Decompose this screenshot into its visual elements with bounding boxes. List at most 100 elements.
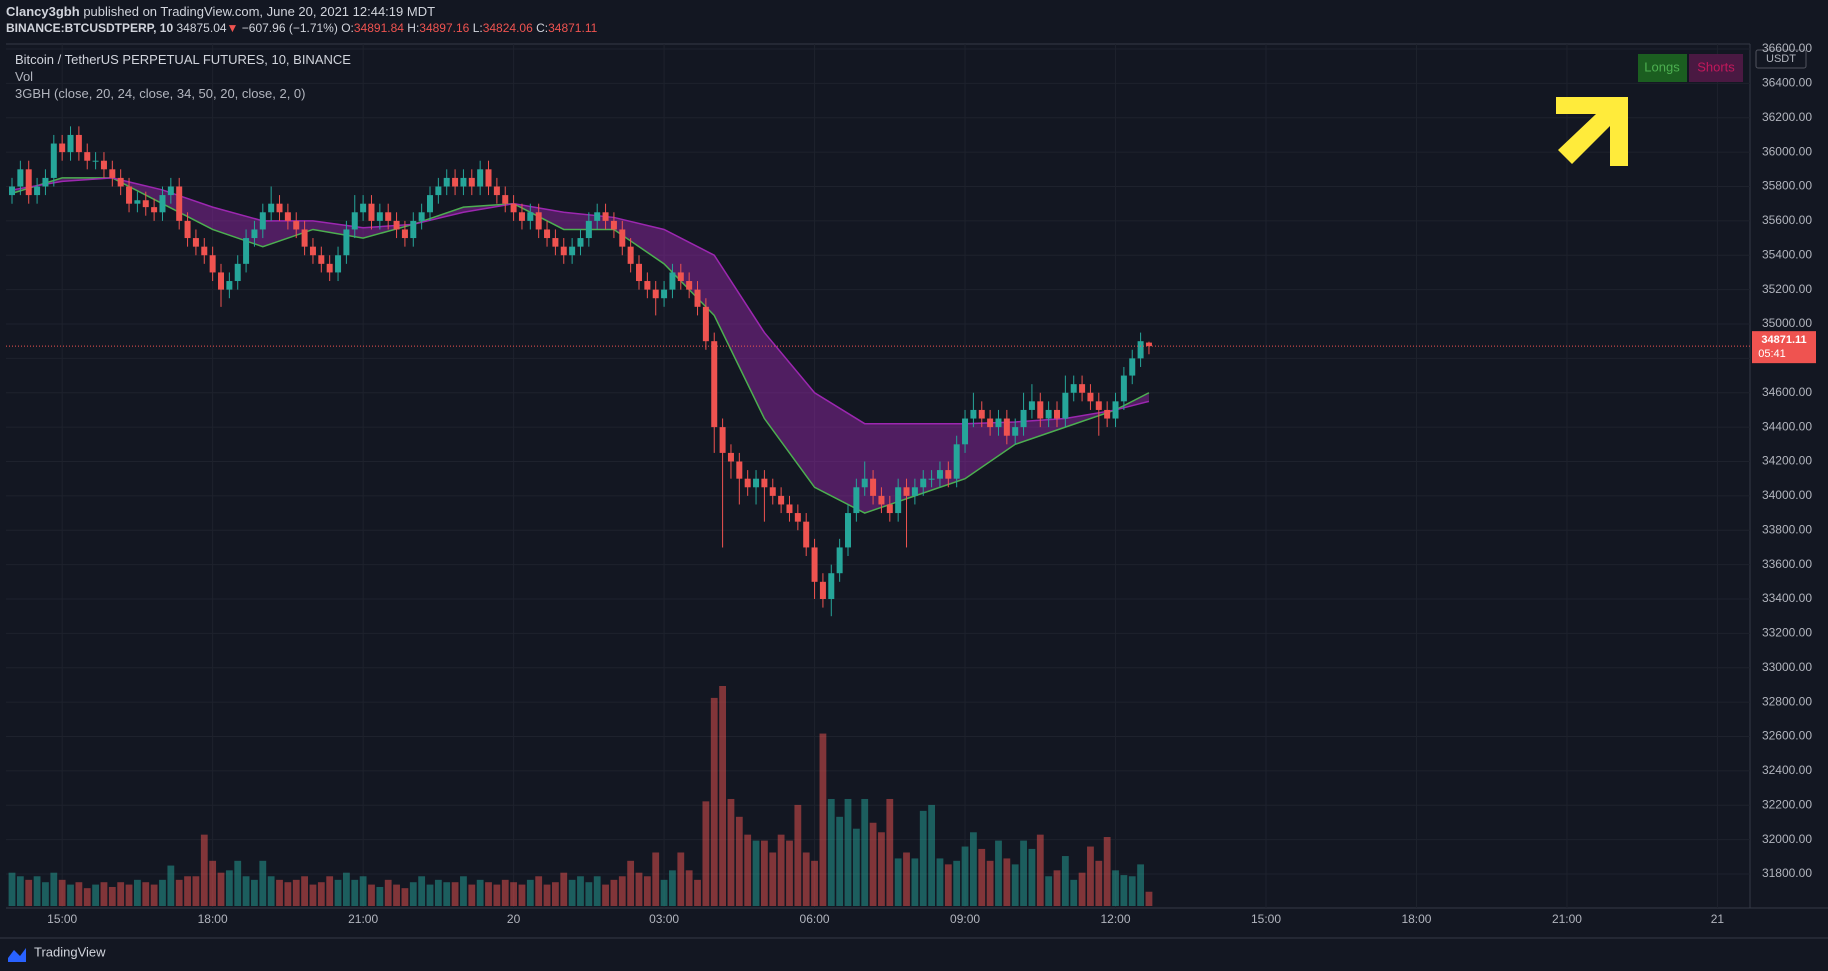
volume-bar bbox=[259, 860, 267, 906]
volume-bar bbox=[16, 876, 24, 906]
longs-button[interactable] bbox=[1638, 54, 1687, 82]
candle-body bbox=[677, 272, 684, 282]
volume-bar bbox=[995, 840, 1002, 906]
volume-bar bbox=[886, 798, 894, 906]
candle-body bbox=[569, 246, 576, 256]
candle-body bbox=[794, 513, 801, 522]
volume-bar bbox=[384, 879, 392, 906]
volume-bar bbox=[577, 876, 584, 906]
volume-bar bbox=[468, 884, 476, 906]
candle-body bbox=[694, 289, 701, 307]
volume-bar bbox=[811, 860, 818, 906]
volume-bar bbox=[894, 858, 902, 906]
arrow: ▼ bbox=[226, 21, 239, 35]
volume-bar bbox=[50, 872, 58, 906]
candle-body bbox=[276, 203, 283, 213]
y-tick-label: 33600.00 bbox=[1762, 557, 1812, 571]
candle-body bbox=[510, 203, 517, 213]
candle-body bbox=[803, 521, 810, 548]
volume-bar bbox=[986, 860, 994, 906]
candle-body bbox=[142, 200, 149, 208]
volume-bar bbox=[1128, 876, 1136, 906]
volume-bar bbox=[1061, 856, 1069, 906]
candle-body bbox=[911, 487, 918, 496]
candle-body bbox=[610, 220, 617, 230]
volume-bar bbox=[276, 879, 283, 906]
candle-body bbox=[443, 177, 450, 187]
candle-body bbox=[335, 255, 342, 273]
volume-bar bbox=[694, 879, 701, 906]
volume-bar bbox=[1095, 860, 1103, 906]
candle-body bbox=[34, 186, 41, 196]
volume-bar bbox=[535, 876, 543, 906]
y-tick-label: 36000.00 bbox=[1762, 144, 1812, 158]
currency-box bbox=[1755, 49, 1807, 69]
volume-bar bbox=[944, 864, 952, 906]
candle-body bbox=[410, 220, 417, 239]
volume-bar bbox=[827, 798, 835, 906]
candle-body bbox=[636, 263, 642, 282]
volume-bar bbox=[8, 872, 16, 906]
c: 34871.11 bbox=[548, 21, 598, 35]
candle-body bbox=[953, 444, 960, 479]
candle-body bbox=[727, 452, 734, 462]
x-tick-label: 20 bbox=[507, 912, 521, 926]
h-label: H: bbox=[407, 21, 420, 35]
volume-bar bbox=[225, 870, 233, 906]
candle-body bbox=[318, 255, 325, 264]
volume-bar bbox=[861, 798, 869, 906]
y-tick-label: 35400.00 bbox=[1762, 247, 1812, 261]
candle-body bbox=[1137, 341, 1144, 359]
shorts-button[interactable] bbox=[1689, 54, 1743, 82]
volume-bar bbox=[217, 872, 225, 906]
candle-body bbox=[995, 418, 1002, 428]
volume-bar bbox=[501, 879, 509, 906]
volume-bar bbox=[786, 840, 793, 906]
candle-body bbox=[870, 478, 877, 496]
x-tick-label: 21:00 bbox=[1552, 912, 1582, 926]
volume-bar bbox=[125, 884, 133, 906]
candle-body bbox=[1079, 384, 1086, 393]
candle-body bbox=[309, 246, 316, 256]
legend-indicator: 3GBH (close, 20, 24, close, 34, 50, 20, … bbox=[15, 86, 306, 101]
volume-bar bbox=[518, 884, 526, 906]
volume-bar bbox=[777, 834, 785, 906]
longs-label[interactable]: Longs bbox=[1644, 59, 1680, 74]
currency: USDT bbox=[1766, 53, 1796, 65]
candle-body bbox=[736, 461, 743, 479]
candle-body bbox=[661, 289, 668, 299]
y-tick-label: 35200.00 bbox=[1762, 282, 1812, 296]
volume-bar bbox=[33, 876, 41, 906]
candle-body bbox=[585, 220, 592, 239]
candle-body bbox=[360, 203, 367, 213]
x-tick-label: 06:00 bbox=[800, 912, 830, 926]
y-tick-label: 36400.00 bbox=[1762, 76, 1812, 90]
candle-body bbox=[1087, 392, 1094, 402]
countdown: 05:41 bbox=[1758, 348, 1786, 360]
candle-body bbox=[1062, 392, 1069, 419]
candle-body bbox=[669, 272, 676, 290]
volume-bar bbox=[710, 697, 718, 906]
candle-body bbox=[1129, 358, 1136, 376]
volume-bar bbox=[134, 879, 141, 906]
candle-body bbox=[778, 495, 785, 505]
volume-bar bbox=[409, 882, 417, 906]
o-label: O: bbox=[341, 21, 354, 35]
candle-body bbox=[293, 220, 300, 230]
shorts-label[interactable]: Shorts bbox=[1697, 59, 1735, 74]
volume-bar bbox=[1003, 858, 1011, 906]
volume-bar bbox=[25, 879, 33, 906]
volume-bar bbox=[652, 852, 660, 906]
y-tick-label: 35800.00 bbox=[1762, 179, 1812, 193]
candle-body bbox=[67, 134, 74, 153]
brand: TradingView bbox=[34, 944, 106, 959]
volume-bar bbox=[1103, 837, 1111, 906]
volume-bar bbox=[234, 860, 242, 906]
candle-body bbox=[535, 212, 542, 230]
y-tick-label: 35600.00 bbox=[1762, 213, 1812, 227]
volume-bar bbox=[543, 884, 551, 906]
candle-body bbox=[819, 581, 826, 599]
candle-body bbox=[59, 143, 66, 153]
candle-body bbox=[134, 200, 141, 204]
candle-body bbox=[151, 207, 158, 213]
